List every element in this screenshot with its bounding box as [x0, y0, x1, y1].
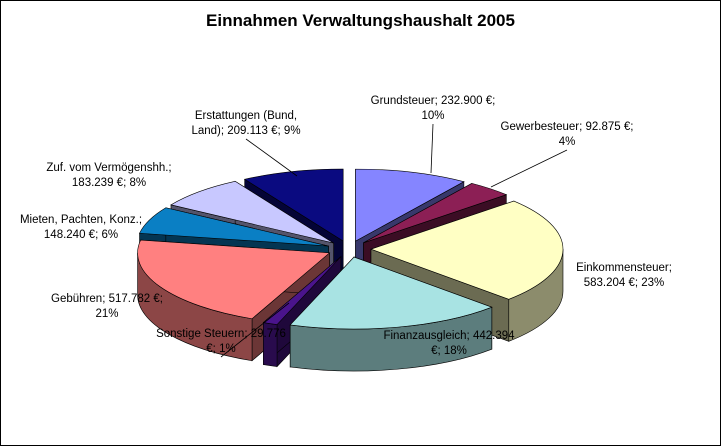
leader-line-0	[430, 123, 434, 174]
slice-label-1: Gewerbesteuer; 92.875 €; 4%	[477, 120, 657, 150]
pie-slice-top-5	[137, 239, 331, 320]
pie-slice-top-3	[289, 256, 493, 330]
slice-label-line: Grundsteuer; 232.900 €;	[370, 95, 496, 107]
slice-label-6: Mieten, Pachten, Konz.; 148.240 €; 6%	[0, 213, 171, 243]
slice-label-line: Finanzausgleich; 442.394	[383, 330, 515, 342]
slice-label-line: 21%	[95, 308, 119, 320]
slice-label-line: Erstattungen (Bund,	[194, 110, 298, 122]
pie-slice-top-6	[139, 207, 329, 247]
slice-label-7: Zuf. vom Vermögenshh.; 183.239 €; 8%	[19, 161, 199, 191]
pie-slice-3	[289, 256, 493, 372]
slice-label-8: Erstattungen (Bund, Land); 209.113 €; 9%	[156, 109, 336, 139]
slice-label-line: Mieten, Pachten, Konz.;	[19, 214, 143, 226]
slice-label-line: 148.240 €; 6%	[43, 229, 119, 241]
slice-label-line: 10%	[421, 110, 445, 122]
pie-slice-top-8	[243, 168, 344, 242]
pie-slice-top-7	[170, 180, 334, 244]
slice-label-line: 183.239 €; 8%	[71, 177, 147, 189]
slice-label-4: Sonstige Steuern; 29.776 €; 1%	[131, 327, 311, 357]
chart-title: Einnahmen Verwaltungshaushalt 2005	[206, 11, 515, 30]
slice-label-3: Finanzausgleich; 442.394 €; 18%	[359, 329, 539, 359]
slice-label-line: Zuf. vom Vermögenshh.;	[46, 162, 172, 174]
slice-label-line: €; 1%	[206, 343, 236, 355]
slice-label-line: 4%	[558, 136, 576, 148]
slice-label-line: Land); 209.113 €; 9%	[191, 125, 301, 137]
pie-slice-top-1	[363, 183, 508, 244]
pie-slice-top-0	[355, 168, 465, 242]
slice-label-line: Gebühren; 517.782 €;	[51, 293, 163, 305]
leader-line-1	[490, 149, 568, 188]
slice-label-line: Einkommensteuer;	[576, 262, 672, 274]
slice-label-line: Sonstige Steuern; 29.776	[156, 328, 286, 340]
slice-label-2: Einkommensteuer; 583.204 €; 23%	[534, 261, 714, 291]
pie-slice-top-2	[370, 200, 564, 300]
slice-label-line: Gewerbesteuer; 92.875 €;	[500, 121, 634, 133]
slice-label-0: Grundsteuer; 232.900 €; 10%	[343, 94, 523, 124]
slice-label-line: 583.204 €; 23%	[583, 277, 665, 289]
leader-line-8	[245, 138, 298, 177]
leader-line-4	[220, 302, 290, 358]
slice-label-line: €; 18%	[431, 345, 467, 357]
slice-label-5: Gebühren; 517.782 €; 21%	[17, 292, 197, 322]
